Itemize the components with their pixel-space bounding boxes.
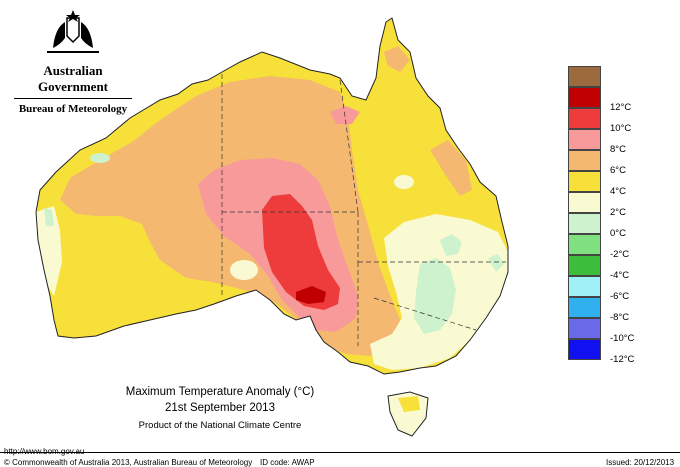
legend-swatch [568, 150, 601, 171]
legend-swatch [568, 192, 601, 213]
legend-swatch [568, 339, 601, 360]
legend-swatch [568, 255, 601, 276]
legend-swatch [568, 87, 601, 108]
legend-swatch [568, 297, 601, 318]
legend-label: -10°C [610, 333, 635, 344]
id-code: ID code: AWAP [260, 458, 315, 467]
legend-swatch [568, 213, 601, 234]
legend-label: 8°C [610, 144, 626, 155]
bom-url[interactable]: http://www.bom.gov.au [4, 447, 85, 456]
logo-divider [14, 98, 132, 99]
coat-of-arms-icon [47, 10, 99, 53]
legend-label: -4°C [610, 270, 630, 281]
government-name: Australian Government [37, 63, 109, 94]
map-date: 21st September 2013 [165, 402, 275, 414]
issued-date: Issued: 20/12/2013 [606, 458, 675, 467]
map-product: Product of the National Climate Centre [138, 420, 302, 431]
legend-label: 10°C [610, 123, 632, 134]
government-logo: Australian Government Bureau of Meteorol… [8, 8, 138, 115]
legend-swatch [568, 318, 601, 339]
legend-swatch [568, 276, 601, 297]
legend-swatch [568, 171, 601, 192]
legend-label: -2°C [610, 249, 630, 260]
legend-label: 2°C [610, 207, 626, 218]
copyright: © Commonwealth of Australia 2013, Austra… [4, 458, 253, 467]
legend-swatch [568, 234, 601, 255]
footer-divider [0, 452, 680, 453]
map-title: Maximum Temperature Anomaly (°C) [125, 386, 315, 398]
legend-swatch [568, 66, 601, 87]
legend-label: 0°C [610, 228, 626, 239]
legend-label: 12°C [610, 102, 632, 113]
legend-swatch [568, 108, 601, 129]
legend-label: -6°C [610, 291, 630, 302]
legend-swatch [568, 129, 601, 150]
legend-label: -8°C [610, 312, 630, 323]
legend-label: -12°C [610, 354, 635, 365]
legend-label: 4°C [610, 186, 626, 197]
legend-label: 6°C [610, 165, 626, 176]
bureau-name: Bureau of Meteorology [18, 103, 128, 115]
